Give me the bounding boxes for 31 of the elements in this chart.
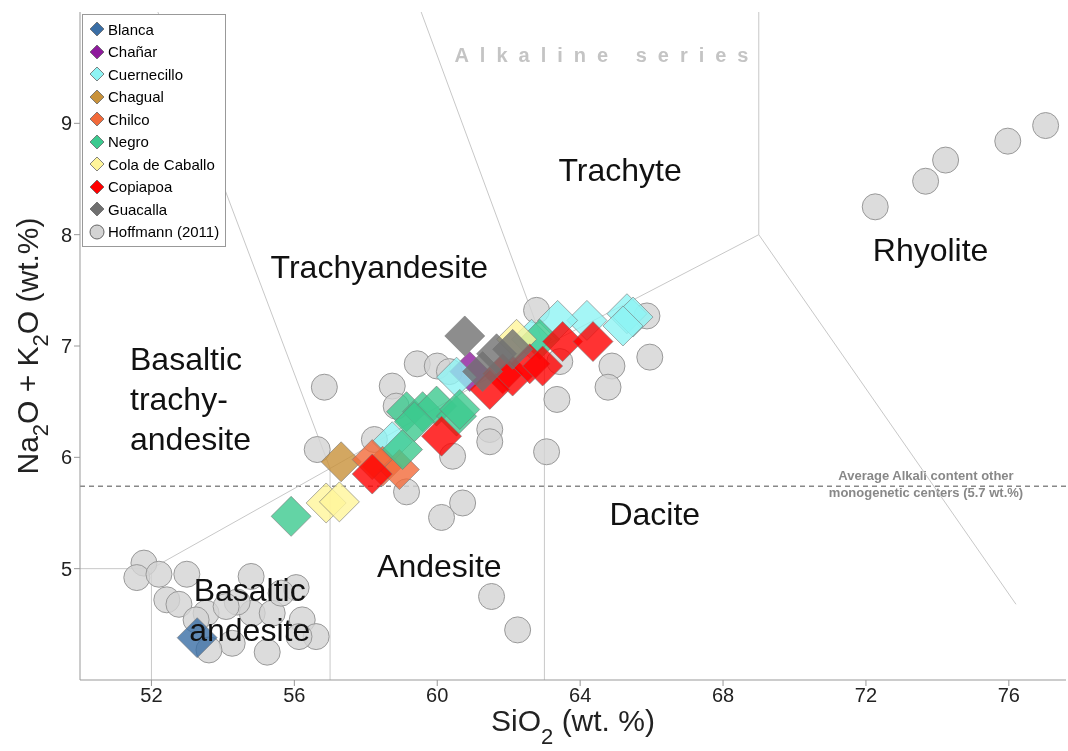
x-axis-title: SiO$_{2}$ (wt. %) bbox=[491, 704, 655, 749]
x-tick-label: 72 bbox=[854, 684, 878, 707]
annotation: Basaltic trachy- andesite bbox=[130, 341, 251, 458]
y-tick-label: 6 bbox=[60, 446, 72, 469]
annotation: Alkaline series bbox=[454, 43, 760, 66]
x-tick-label: 60 bbox=[426, 684, 449, 707]
x-tick-label: 52 bbox=[140, 684, 163, 707]
legend-label: Copiapoa bbox=[108, 178, 173, 196]
annotation: Trachyandesite bbox=[270, 248, 489, 285]
y-tick-label: 8 bbox=[60, 223, 72, 246]
legend-label: Blanca bbox=[108, 20, 154, 38]
legend-label: Hoffmann (2011) bbox=[108, 223, 220, 241]
x-tick-label: 64 bbox=[569, 684, 592, 707]
annotation: Dacite bbox=[609, 496, 701, 533]
legend-label: Chilco bbox=[108, 110, 150, 128]
y-tick-label: 5 bbox=[60, 557, 72, 580]
legend-label: Guacalla bbox=[108, 200, 168, 218]
annotation: Trachyte bbox=[558, 152, 682, 189]
x-tick-label: 76 bbox=[997, 684, 1020, 707]
x-tick-label: 68 bbox=[711, 684, 735, 707]
ref-line-label: Average Alkali content other monogenetic centers (5.7 wt.%) bbox=[828, 468, 1024, 501]
x-tick-label: 56 bbox=[283, 684, 306, 707]
y-tick-label: 7 bbox=[60, 335, 72, 358]
legend-label: Chagual bbox=[108, 88, 164, 106]
legend-label: Cola de Caballo bbox=[108, 155, 215, 173]
y-tick-label: 9 bbox=[60, 112, 72, 135]
annotation: Andesite bbox=[377, 548, 502, 585]
legend-label: Negro bbox=[108, 133, 149, 151]
legend-label: Cuernecillo bbox=[108, 65, 184, 83]
annotation: Rhyolite bbox=[872, 232, 989, 269]
legend-label: Chañar bbox=[108, 43, 158, 61]
